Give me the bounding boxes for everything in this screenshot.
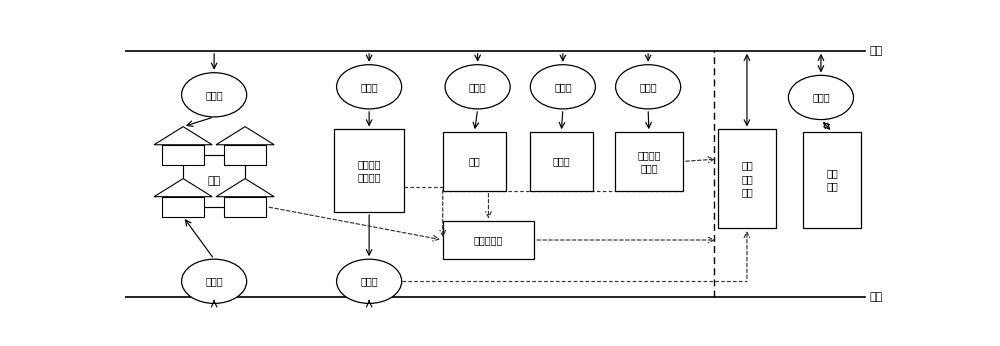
- Bar: [224, 197, 266, 217]
- Bar: [334, 129, 404, 212]
- Text: 控制器: 控制器: [205, 90, 223, 100]
- Ellipse shape: [530, 65, 595, 109]
- Text: 太阳能: 太阳能: [553, 156, 570, 166]
- Bar: [162, 145, 204, 165]
- Bar: [224, 145, 266, 165]
- Text: 控制器: 控制器: [360, 82, 378, 92]
- Bar: [530, 132, 593, 191]
- Bar: [443, 221, 534, 259]
- Ellipse shape: [337, 65, 402, 109]
- Polygon shape: [154, 127, 212, 145]
- Bar: [803, 132, 861, 228]
- Text: 电网: 电网: [869, 46, 882, 56]
- Ellipse shape: [182, 73, 247, 117]
- Polygon shape: [216, 179, 274, 197]
- Bar: [615, 132, 683, 191]
- Ellipse shape: [337, 259, 402, 303]
- Text: 用户: 用户: [208, 175, 221, 185]
- Polygon shape: [216, 127, 274, 145]
- Ellipse shape: [788, 75, 854, 120]
- Text: 控制器: 控制器: [554, 82, 572, 92]
- Text: 热网: 热网: [869, 292, 882, 302]
- Polygon shape: [154, 179, 212, 197]
- Text: 其他分布
式电源: 其他分布 式电源: [637, 150, 661, 173]
- Text: 控制器: 控制器: [205, 276, 223, 286]
- Text: 风电: 风电: [469, 156, 480, 166]
- Ellipse shape: [445, 65, 510, 109]
- Text: 储能
单元: 储能 单元: [826, 169, 838, 192]
- Text: 控制器: 控制器: [469, 82, 486, 92]
- Ellipse shape: [616, 65, 681, 109]
- Text: 控制器: 控制器: [639, 82, 657, 92]
- Text: 控制器: 控制器: [812, 92, 830, 102]
- Text: 环境监测站: 环境监测站: [474, 235, 503, 245]
- Text: 控制器: 控制器: [360, 276, 378, 286]
- Text: 所述沼气
燃料电池: 所述沼气 燃料电池: [357, 159, 381, 182]
- Bar: [718, 129, 776, 228]
- Text: 中央
控制
系统: 中央 控制 系统: [741, 161, 753, 197]
- Ellipse shape: [182, 259, 247, 303]
- Bar: [443, 132, 506, 191]
- Bar: [162, 197, 204, 217]
